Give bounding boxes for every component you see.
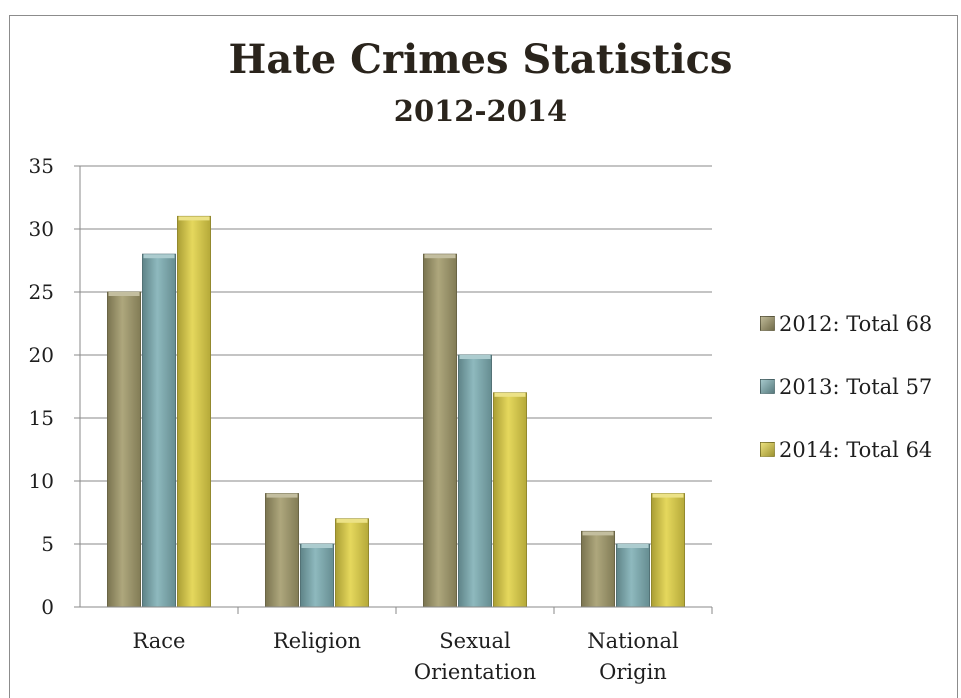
bar-highlight [459,355,491,359]
axes [74,165,713,614]
chart-title: Hate Crimes Statistics [228,36,733,83]
bar-highlight [143,254,175,259]
y-tick-label: 0 [41,595,54,619]
axis-labels: 0 5 10 15 20 25 30 35 Race Religion Sexual Orientat… [29,154,679,684]
bar-highlight [301,544,333,548]
bar-highlight [617,544,649,548]
bar [107,291,141,608]
y-tick-label: 20 [29,343,54,367]
bar [423,253,457,608]
legend-label: 2013: Total 57 [779,374,933,399]
bar [581,530,615,608]
legend-item: 2013: Total 57 [760,355,932,418]
bar [265,493,299,608]
legend-item: 2012: Total 68 [760,292,932,355]
bar-highlight [266,493,298,498]
bar [300,543,334,608]
y-tick-label: 25 [29,280,54,304]
x-tick-label: Orientation [414,660,536,684]
bars [107,215,685,608]
bar-highlight [178,216,210,221]
bar-highlight [424,254,456,259]
x-tick-label: Sexual [439,629,511,653]
x-tick-label: Origin [599,660,667,684]
legend: 2012: Total 68 2013: Total 57 2014: Tota… [760,292,932,481]
legend-label: 2014: Total 64 [779,437,933,462]
x-tick-label: Religion [273,629,361,653]
legend-label: 2012: Total 68 [779,311,933,336]
y-tick-label: 10 [29,469,54,493]
x-tick-label: National [587,629,679,653]
x-tick-label: Race [132,629,185,653]
bar [493,392,527,608]
bar-highlight [336,518,368,523]
bar [458,354,492,608]
bar-highlight [582,531,614,536]
y-tick-label: 35 [29,154,54,178]
bar [142,253,176,608]
bar-highlight [652,493,684,498]
bar [616,543,650,608]
legend-swatch-icon [760,379,775,394]
y-tick-label: 15 [29,406,54,430]
y-tick-label: 30 [29,217,54,241]
y-tick-label: 5 [41,532,54,556]
legend-swatch-icon [760,316,775,331]
legend-item: 2014: Total 64 [760,418,932,481]
bar-highlight [494,392,526,397]
bar [651,493,685,608]
bar [335,518,369,608]
legend-swatch-icon [760,442,775,457]
chart-subtitle: 2012-2014 [393,94,568,128]
bar-highlight [108,292,140,296]
bar [177,215,211,608]
